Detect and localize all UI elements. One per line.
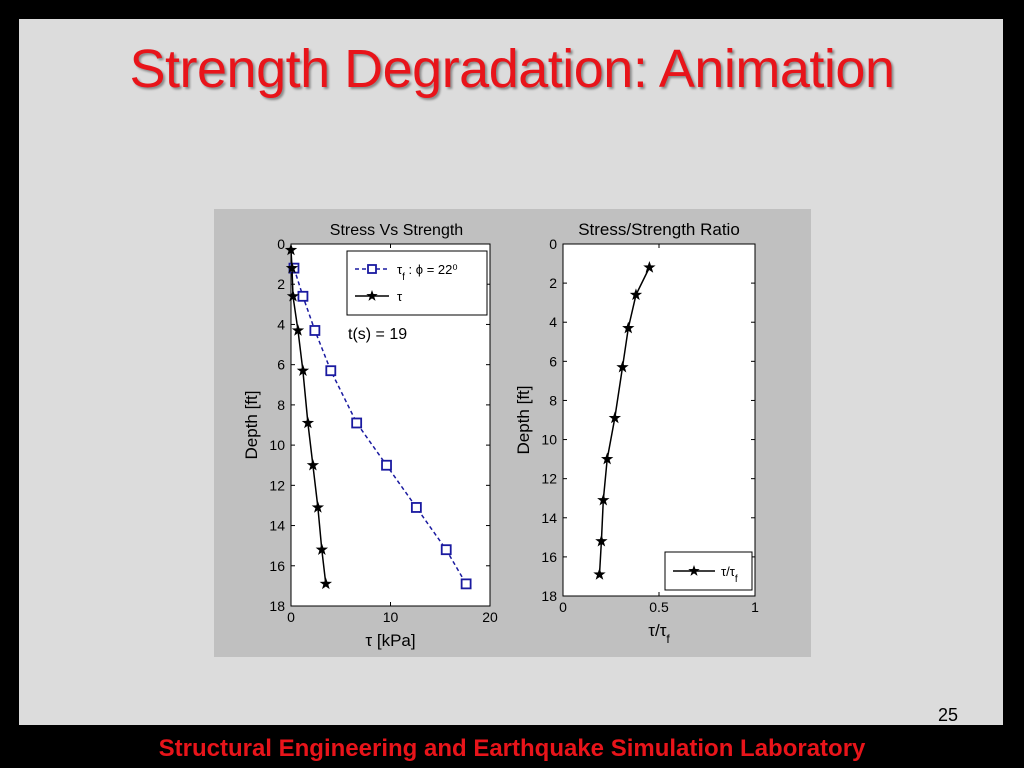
data-point [597,493,610,506]
y-tick-label: 6 [277,357,285,373]
data-point [325,365,337,377]
data-point [351,417,363,429]
y-tick-label: 18 [541,588,557,604]
x-axis-label: τ/τf [648,621,670,646]
y-tick-label: 4 [549,314,557,330]
y-tick-label: 10 [541,432,557,448]
slide-title: Strength Degradation: Animation [129,39,896,99]
data-point [595,534,608,547]
footer-lab-name: Structural Engineering and Earthquake Si… [158,735,866,762]
x-tick-label: 10 [383,609,399,625]
data-point [291,323,305,336]
legend-label: τf : ϕ = 22⁰ [397,262,458,283]
time-annotation: t(s) = 19 [348,326,407,343]
data-point [600,452,614,465]
data-point [315,543,329,555]
chart-title: Stress Vs Strength [330,222,463,239]
data-point [309,325,321,336]
series-line [290,249,327,584]
legend-marker [366,290,378,301]
x-tick-label: 0.5 [649,599,669,615]
legend-marker [367,264,377,274]
data-point [410,502,422,513]
data-point [460,578,472,590]
y-tick-label: 8 [277,397,285,413]
y-tick-label: 16 [269,558,285,574]
data-point [319,577,333,590]
data-point [284,243,298,256]
y-tick-label: 0 [549,236,557,252]
x-tick-label: 1 [751,599,759,615]
data-point [608,411,622,424]
x-tick-label: 0 [559,599,567,615]
data-point [306,458,320,471]
legend-box [346,250,488,316]
data-point [311,500,325,513]
legend-marker [688,565,700,576]
data-point [381,459,392,471]
y-tick-label: 16 [541,549,557,565]
legend-label: τ [397,289,403,304]
data-point [285,261,299,274]
page-number: 25 [938,705,959,725]
x-tick-label: 0 [287,609,295,625]
y-tick-label: 2 [277,276,285,292]
legend-label: τ/τf [721,564,738,585]
plot-area [562,243,756,597]
chart-title: Stress/Strength Ratio [578,220,740,239]
y-axis-label: Depth [ft] [514,386,533,455]
x-tick-label: 20 [482,609,498,625]
y-tick-label: 12 [269,477,285,493]
data-point [296,364,310,376]
data-point [643,260,656,273]
data-point [593,567,606,580]
data-point [286,289,300,302]
y-tick-label: 12 [541,471,557,487]
figure-panel: Stress Vs Strength 0 2 4 6 8 10 12 14 16 18 0 10 20 De… [214,209,811,657]
data-point [622,321,635,334]
y-tick-label: 2 [549,275,557,291]
data-point [301,416,315,429]
data-point [616,360,629,373]
data-point [297,290,309,302]
y-tick-label: 8 [549,392,557,408]
y-tick-label: 14 [541,510,557,526]
y-tick-label: 0 [277,236,285,252]
y-tick-label: 10 [269,437,285,453]
data-point [629,288,643,301]
y-tick-label: 4 [277,316,285,332]
x-axis-label: τ [kPa] [365,631,415,650]
data-point [440,544,452,556]
y-tick-label: 14 [269,518,285,534]
y-tick-label: 6 [549,353,557,369]
y-tick-label: 18 [269,598,285,614]
y-axis-label: Depth [ft] [242,391,261,460]
